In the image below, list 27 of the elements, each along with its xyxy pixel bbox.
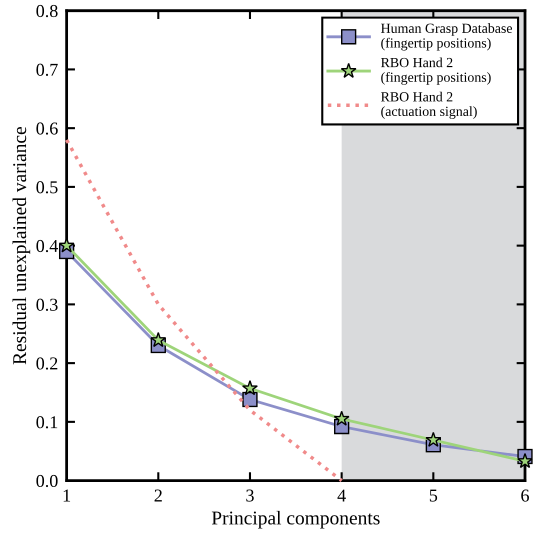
x-tick-label: 2	[154, 490, 162, 502]
y-tick-label: 0.7	[36, 64, 58, 76]
y-axis-title: Residual unexplained variance	[12, 127, 30, 364]
y-tick-label: 0.6	[36, 122, 58, 135]
x-tick-label: 5	[430, 490, 438, 502]
x-axis-title: Principal components	[212, 510, 380, 528]
y-tick-label: 0.0	[36, 474, 58, 488]
point	[150, 332, 166, 348]
legend-label: RBO Hand 2 (fingertip positions)	[381, 57, 491, 85]
y-tick-label: 0.2	[36, 357, 58, 370]
y-tick-label: 0.4	[36, 240, 58, 252]
line-series	[64, 138, 344, 482]
point	[517, 452, 533, 468]
point	[425, 432, 442, 447]
y-tick-label: 0.1	[36, 416, 58, 428]
y-tick-label: 0.8	[36, 4, 58, 18]
x-tick-label: 4	[337, 490, 346, 502]
point	[334, 410, 350, 426]
x-tick-label: 1	[64, 490, 70, 502]
legend-label: Human Grasp Database (fingertip positions)	[381, 23, 512, 51]
point	[58, 237, 75, 253]
y-tick-label: 0.5	[36, 181, 58, 194]
legend-label: RBO Hand 2 (actuation signal)	[381, 92, 477, 119]
y-tick-label: 0.3	[36, 298, 58, 311]
x-tick-label: 6	[521, 490, 529, 502]
point	[242, 380, 258, 396]
x-tick-label: 3	[246, 490, 254, 502]
